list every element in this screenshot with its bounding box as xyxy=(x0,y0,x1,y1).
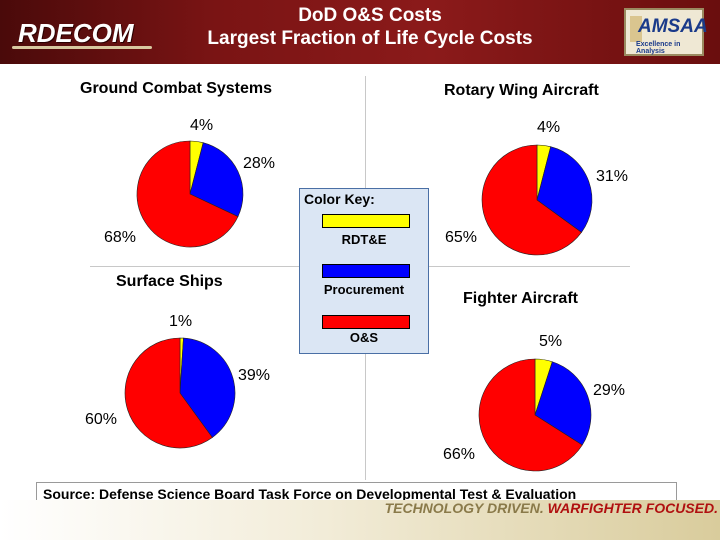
header-bar: RDECOM DoD O&S Costs Largest Fraction of… xyxy=(0,0,720,64)
pie-chart-surface-ships xyxy=(124,337,236,449)
pie-slice-procurement xyxy=(189,142,244,217)
pie-chart-ground-combat xyxy=(136,140,244,248)
tagline-warfighter-focused: WARFIGHTER FOCUSED. xyxy=(547,500,718,516)
source-citation-text: Source: Defense Science Board Task Force… xyxy=(43,486,577,502)
pie-slice-os xyxy=(481,144,582,256)
amsaa-emblem-icon xyxy=(630,16,642,42)
pie-label-rdte: 4% xyxy=(537,119,561,136)
legend-swatch-os xyxy=(322,315,410,329)
chart-title-surface-ships: Surface Ships xyxy=(116,273,223,290)
pie-label-procurement: 28% xyxy=(243,155,276,172)
pie-label-procurement: 39% xyxy=(238,367,271,384)
logo-swoosh xyxy=(12,46,152,49)
pie-slice-os xyxy=(124,337,213,449)
chart-title-ground-combat: Ground Combat Systems xyxy=(80,80,273,97)
pie-slice-procurement xyxy=(534,361,592,446)
pie-label-rdte: 5% xyxy=(539,333,563,350)
pie-label-os: 68% xyxy=(104,229,137,246)
pie-label-os: 65% xyxy=(445,229,478,246)
slide-title: DoD O&S Costs Largest Fraction of Life C… xyxy=(190,4,550,50)
pie-slice-procurement xyxy=(536,146,593,233)
color-key-title: Color Key: xyxy=(304,191,375,207)
amsaa-logo-text: AMSAA xyxy=(638,16,708,37)
pie-label-os: 66% xyxy=(443,446,476,463)
rdecom-logo: RDECOM xyxy=(10,14,185,52)
chart-title-rotary-wing: Rotary Wing Aircraft xyxy=(444,82,599,99)
amsaa-logo-subtext: Excellence in Analysis xyxy=(636,41,681,55)
chart-title-fighter-aircraft: Fighter Aircraft xyxy=(463,290,578,307)
legend-label-os: O&S xyxy=(349,330,379,345)
pie-slice-os xyxy=(478,358,583,472)
legend-label-rdte: RDT&E xyxy=(341,232,387,247)
rdecom-logo-text: RDECOM xyxy=(18,18,134,48)
legend-label-procurement: Procurement xyxy=(323,282,405,297)
legend-swatch-procurement xyxy=(322,264,410,278)
slide-title-line1: DoD O&S Costs xyxy=(298,5,442,26)
pie-chart-rotary-wing xyxy=(481,144,593,256)
footer-band xyxy=(0,500,720,540)
amsaa-logo: AMSAA Excellence in Analysis xyxy=(624,8,708,56)
pie-label-procurement: 29% xyxy=(593,382,626,399)
color-key-legend: Color Key: RDT&E Procurement O&S xyxy=(299,188,429,354)
pie-chart-fighter-aircraft xyxy=(478,358,592,472)
pie-label-rdte: 1% xyxy=(169,313,193,330)
legend-swatch-rdte xyxy=(322,214,410,228)
pie-label-rdte: 4% xyxy=(190,117,214,134)
footer-tagline: TECHNOLOGY DRIVEN. WARFIGHTER FOCUSED. xyxy=(385,500,718,516)
slide-title-line2: Largest Fraction of Life Cycle Costs xyxy=(207,28,533,49)
pie-slice-os xyxy=(136,140,239,248)
tagline-technology-driven: TECHNOLOGY DRIVEN. xyxy=(384,500,544,516)
pie-label-os: 60% xyxy=(85,411,118,428)
pie-slice-procurement xyxy=(179,337,236,438)
pie-label-procurement: 31% xyxy=(596,168,629,185)
